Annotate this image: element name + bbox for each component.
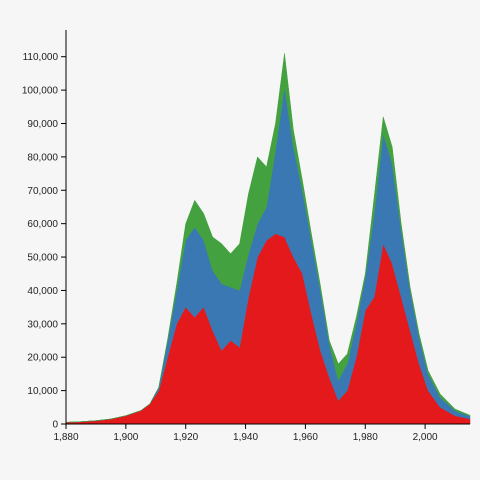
y-tick-label: 30,000 xyxy=(27,319,58,330)
series-area-0 xyxy=(65,233,471,425)
x-tick-label: 2,000 xyxy=(413,432,438,443)
y-tick-label: 20,000 xyxy=(27,353,58,364)
y-tick-label: 50,000 xyxy=(27,253,58,264)
y-tick-label: 80,000 xyxy=(27,152,58,163)
y-tick-label: 40,000 xyxy=(27,286,58,297)
x-tick-label: 1,900 xyxy=(113,432,138,443)
y-tick-label: 60,000 xyxy=(27,219,58,230)
x-tick-label: 1,940 xyxy=(233,432,258,443)
y-tick-label: 100,000 xyxy=(22,86,59,97)
x-tick-label: 1,960 xyxy=(293,432,318,443)
y-axis-ticks: 0 10,000 20,000 30,000 40,000 50,000 60,000 70,… xyxy=(22,52,66,431)
x-axis-ticks: 1,880 1,900 1,920 1,940 1,960 1,980 2,000 xyxy=(53,424,438,443)
y-tick-label: 90,000 xyxy=(27,119,58,130)
y-tick-label: 70,000 xyxy=(27,186,58,197)
y-tick-label: 10,000 xyxy=(27,386,58,397)
x-tick-label: 1,920 xyxy=(173,432,198,443)
x-tick-label: 1,880 xyxy=(53,432,78,443)
y-tick-label: 0 xyxy=(52,420,58,431)
y-tick-label: 110,000 xyxy=(23,52,59,63)
series-areas xyxy=(65,53,471,425)
x-tick-label: 1,980 xyxy=(353,432,378,443)
series-area-2 xyxy=(65,53,471,423)
